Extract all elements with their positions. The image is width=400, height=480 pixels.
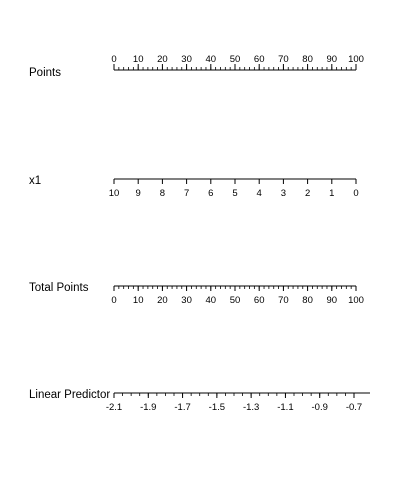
total-points-tick-label: 0 <box>111 295 116 306</box>
x1-tick-label: 7 <box>184 188 189 199</box>
scale-label-points: Points <box>29 67 61 79</box>
x1-tick-label: 4 <box>257 188 262 199</box>
x1-tick-label: 2 <box>305 188 310 199</box>
points-tick-label: 60 <box>254 54 265 65</box>
total-points-tick-label: 40 <box>206 295 217 306</box>
points-tick-label: 40 <box>206 54 217 65</box>
linear-predictor-tick-label: -1.9 <box>140 402 156 413</box>
scale-label-linear-predictor: Linear Predictor <box>29 389 110 401</box>
linear-predictor-tick-label: -0.7 <box>346 402 362 413</box>
total-points-tick-label: 50 <box>230 295 241 306</box>
scale-points: Points 0 10 20 30 40 50 60 70 80 90 100 <box>29 54 364 79</box>
points-tick-label: 30 <box>181 54 192 65</box>
points-tick-label: 50 <box>230 54 241 65</box>
points-tick-label: 20 <box>157 54 168 65</box>
x1-tick-label: 8 <box>160 188 165 199</box>
scale-label-total-points: Total Points <box>29 282 89 294</box>
total-points-tick-label: 10 <box>133 295 144 306</box>
x1-tick-label: 10 <box>109 188 120 199</box>
points-tick-label: 10 <box>133 54 144 65</box>
total-points-tick-label: 100 <box>348 295 364 306</box>
points-tick-label: 80 <box>302 54 313 65</box>
x1-tick-label: 0 <box>353 188 358 199</box>
total-points-tick-label: 70 <box>278 295 289 306</box>
total-points-tick-label: 80 <box>302 295 313 306</box>
linear-predictor-tick-label: -1.7 <box>174 402 190 413</box>
scale-linear-predictor: Linear Predictor -2.1 -1.9 -1.7 -1.5 -1.3 -1.… <box>29 389 370 413</box>
total-points-tick-label: 90 <box>327 295 338 306</box>
x1-tick-label: 3 <box>281 188 286 199</box>
x1-tick-label: 9 <box>136 188 141 199</box>
points-tick-label: 70 <box>278 54 289 65</box>
points-tick-label: 90 <box>327 54 338 65</box>
total-points-tick-label: 20 <box>157 295 168 306</box>
total-points-tick-label: 30 <box>181 295 192 306</box>
scale-x1: x1 10 9 8 7 6 5 4 3 2 1 0 <box>29 175 359 199</box>
linear-predictor-tick-label: -0.9 <box>312 402 328 413</box>
scale-label-x1: x1 <box>29 175 41 187</box>
scale-total-points: Total Points 0 10 20 30 40 50 60 70 80 90 100 <box>29 282 364 306</box>
x1-tick-label: 1 <box>329 188 334 199</box>
linear-predictor-tick-label: -2.1 <box>106 402 122 413</box>
linear-predictor-tick-label: -1.5 <box>209 402 225 413</box>
x1-tick-label: 5 <box>232 188 237 199</box>
points-tick-label: 0 <box>111 54 116 65</box>
points-tick-label: 100 <box>348 54 364 65</box>
linear-predictor-tick-label: -1.3 <box>243 402 259 413</box>
total-points-tick-label: 60 <box>254 295 265 306</box>
linear-predictor-tick-label: -1.1 <box>277 402 293 413</box>
x1-tick-label: 6 <box>208 188 213 199</box>
